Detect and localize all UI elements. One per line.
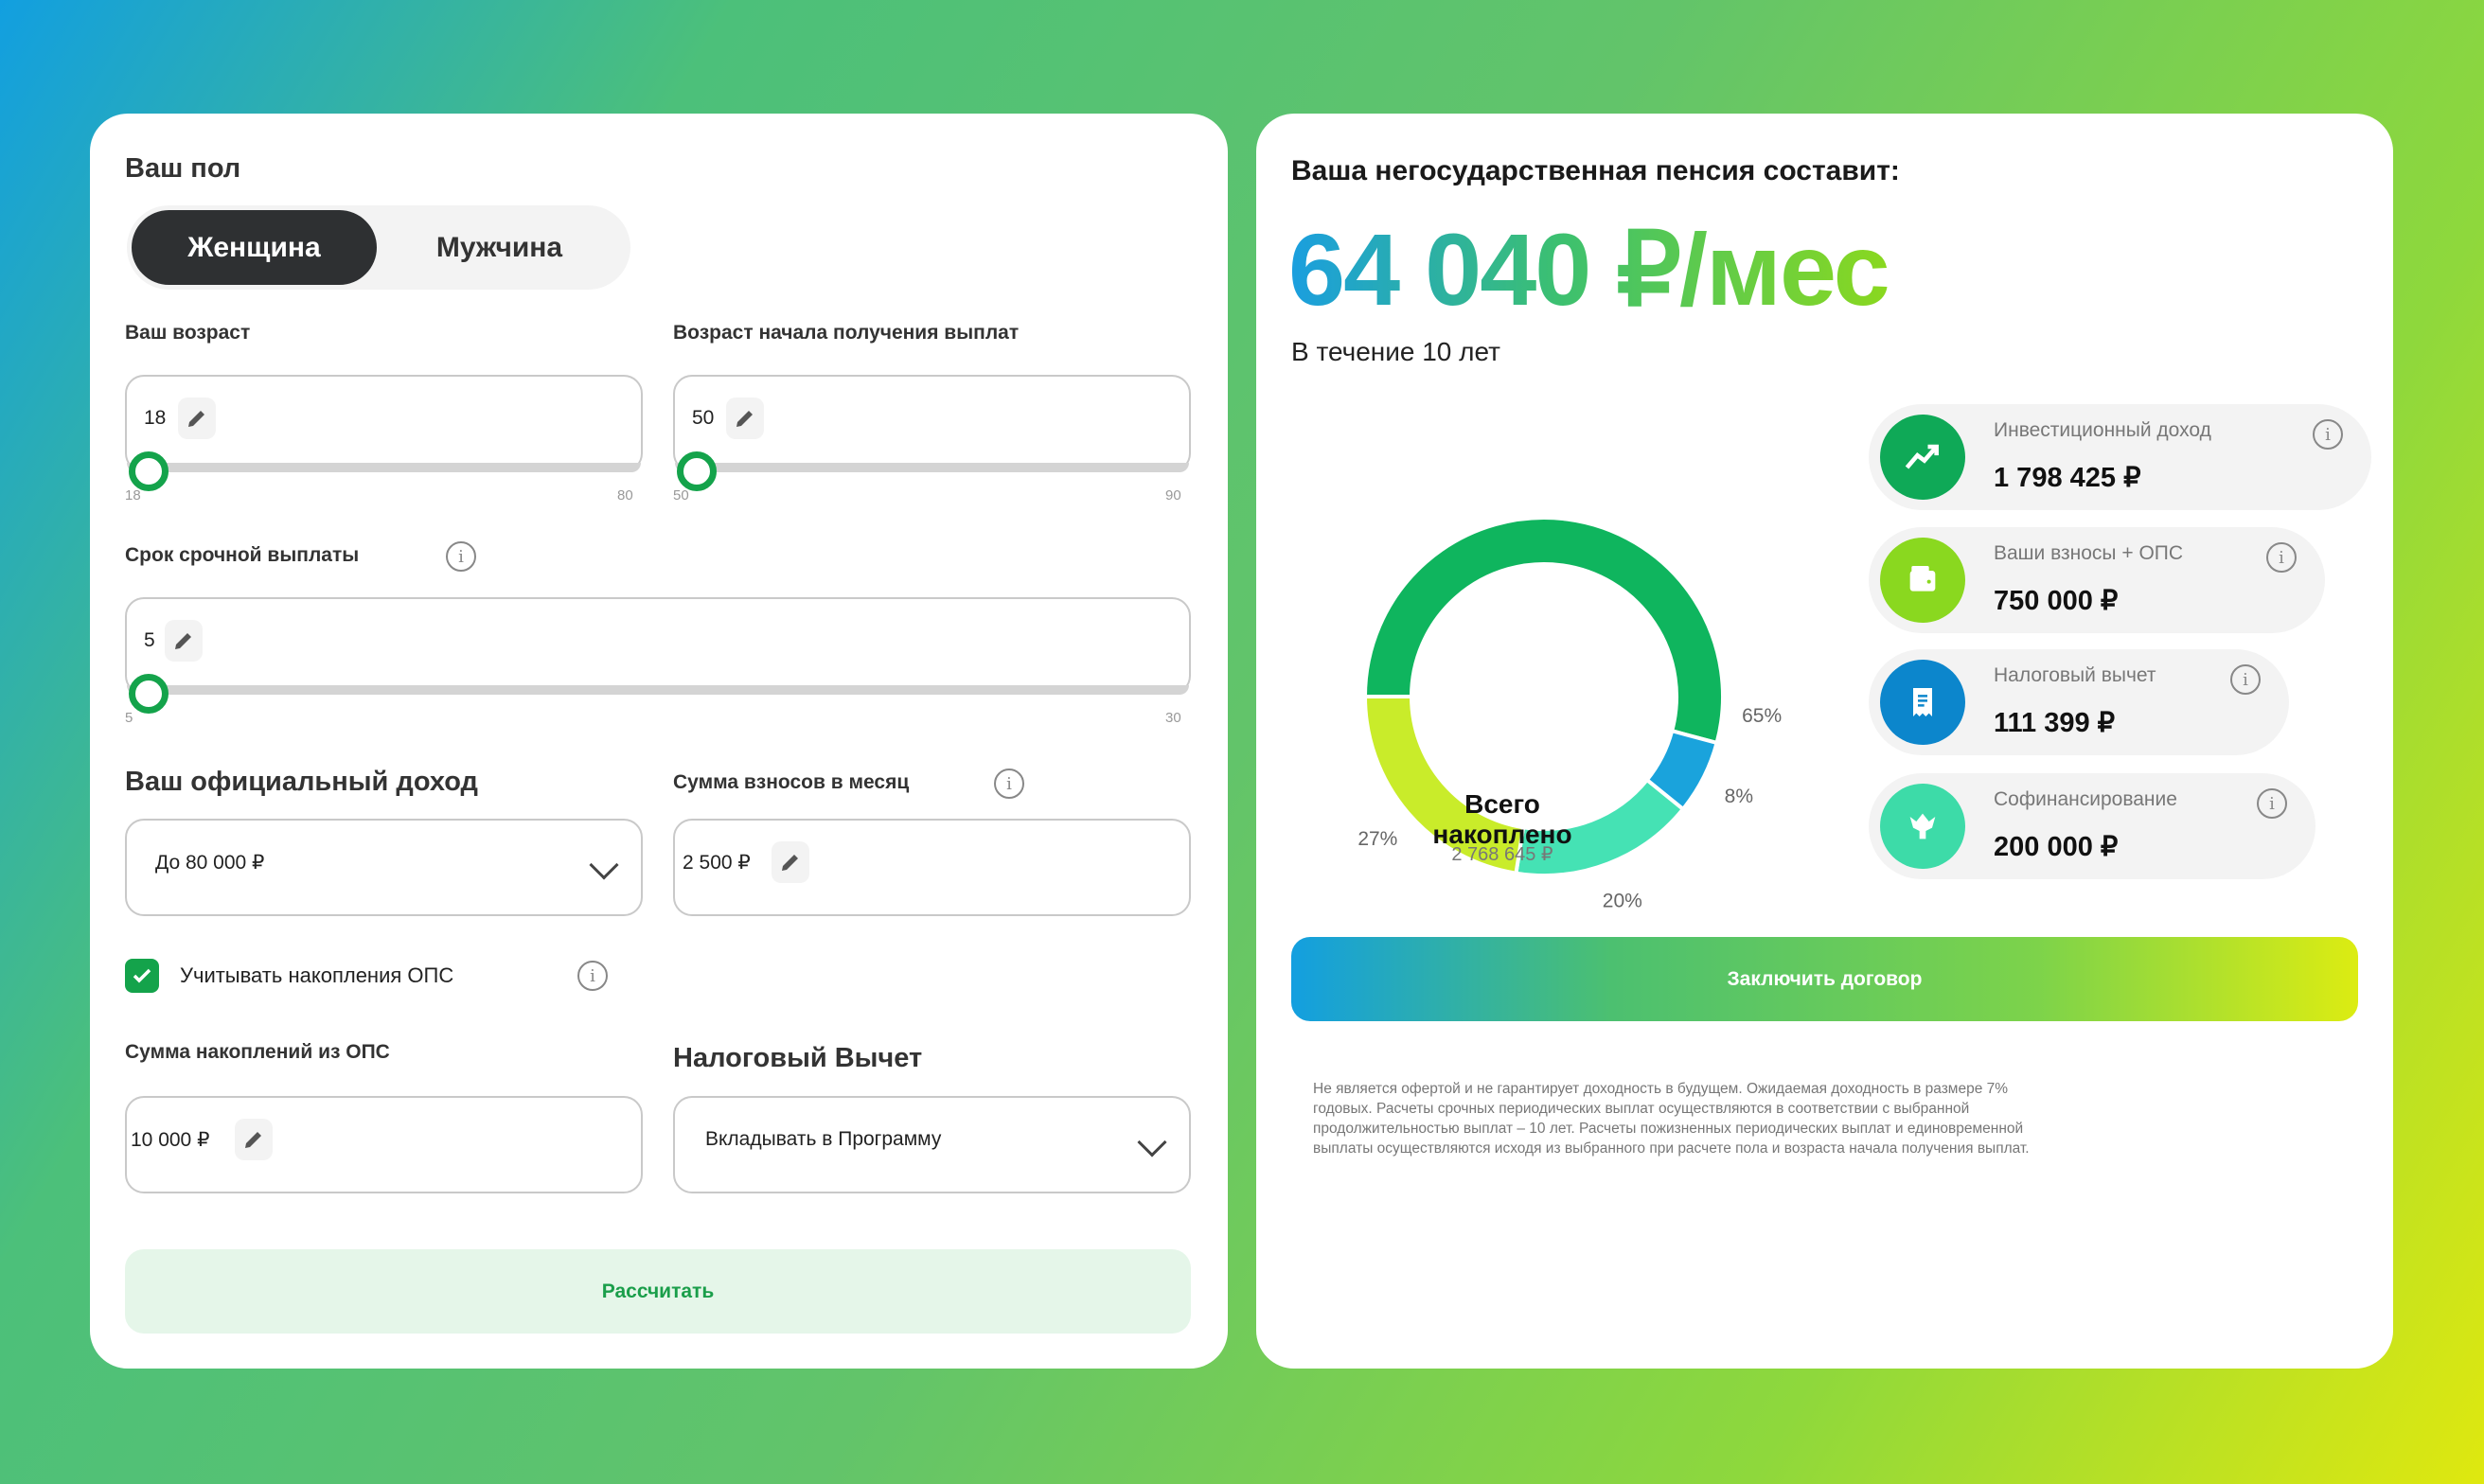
ops-sum-field[interactable]: 10 000 ₽ xyxy=(125,1096,643,1193)
age-slider-thumb[interactable] xyxy=(129,451,169,491)
emblem-icon xyxy=(1880,784,1965,869)
ops-sum-label: Сумма накоплений из ОПС xyxy=(125,1041,390,1063)
age-field[interactable]: 18 xyxy=(125,375,643,491)
donut-segment xyxy=(1362,516,1725,746)
gender-label: Ваш пол xyxy=(125,153,241,184)
result-panel: Ваша негосударственная пенсия составит: … xyxy=(1256,114,2393,1369)
stat-title: Софинансирование xyxy=(1994,788,2177,810)
payout-age-value: 50 xyxy=(692,407,715,429)
income-select[interactable]: До 80 000 ₽ xyxy=(125,819,643,916)
pencil-icon[interactable] xyxy=(726,398,764,439)
donut-chart: 65% 8% 20% 27% xyxy=(1357,516,1782,909)
pencil-icon[interactable] xyxy=(235,1119,273,1160)
age-label: Ваш возраст xyxy=(125,322,251,344)
monthly-value: 2 500 ₽ xyxy=(683,852,751,874)
age-min: 18 xyxy=(125,487,141,504)
gender-male-button[interactable]: Мужчина xyxy=(435,231,563,263)
stat-title: Инвестиционный доход xyxy=(1994,419,2211,441)
term-slider-thumb[interactable] xyxy=(129,674,169,714)
result-title: Ваша негосударственная пенсия составит: xyxy=(1291,155,1900,186)
ops-sum-value: 10 000 ₽ xyxy=(131,1129,210,1151)
payout-age-slider-track[interactable] xyxy=(675,463,1189,472)
stat-value: 750 000 ₽ xyxy=(1994,586,2119,616)
pension-amount: 64 040 ₽/мес xyxy=(1288,210,1890,329)
gender-toggle: Женщина Мужчина xyxy=(127,205,630,290)
income-label: Ваш официальный доход xyxy=(125,767,478,797)
income-value: До 80 000 ₽ xyxy=(155,852,265,874)
chevron-down-icon xyxy=(1137,1127,1167,1157)
stat-tax: Налоговый вычет 111 399 ₽ i xyxy=(1869,649,2289,755)
tax-label: Налоговый Вычет xyxy=(673,1043,923,1073)
info-icon[interactable]: i xyxy=(2230,664,2261,695)
info-icon[interactable]: i xyxy=(446,541,476,572)
term-label: Срок срочной выплаты xyxy=(125,544,360,566)
stat-cofin: Софинансирование 200 000 ₽ i xyxy=(1869,773,2315,879)
calculate-button[interactable]: Рассчитать xyxy=(125,1249,1191,1334)
wallet-icon xyxy=(1880,538,1965,623)
info-icon[interactable]: i xyxy=(2313,419,2343,450)
stat-value: 1 798 425 ₽ xyxy=(1994,463,2141,493)
stat-value: 200 000 ₽ xyxy=(1994,832,2119,862)
receipt-icon xyxy=(1880,660,1965,745)
term-field[interactable]: 5 xyxy=(125,597,1191,714)
trend-up-icon xyxy=(1880,415,1965,500)
payout-age-label: Возраст начала получения выплат xyxy=(673,322,1020,344)
donut-segment xyxy=(1362,695,1526,875)
age-value: 18 xyxy=(144,407,167,429)
donut-label: 8% xyxy=(1725,786,1753,807)
ops-checkbox-label: Учитывать накопления ОПС xyxy=(180,963,454,987)
donut-label: 20% xyxy=(1603,891,1642,909)
total-value: 2 768 645 ₽ xyxy=(1451,844,1553,865)
disclaimer: Не является офертой и не гарантирует дох… xyxy=(1313,1081,2030,1157)
monthly-label: Сумма взносов в месяц xyxy=(673,771,910,793)
age-max: 80 xyxy=(617,487,633,504)
donut-label: 27% xyxy=(1357,828,1397,850)
stat-value: 111 399 ₽ xyxy=(1994,708,2116,738)
chevron-down-icon xyxy=(589,850,619,880)
stat-contrib: Ваши взносы + ОПС 750 000 ₽ i xyxy=(1869,527,2325,633)
donut-label: 65% xyxy=(1742,705,1782,727)
contract-button[interactable]: Заключить договор xyxy=(1291,937,2358,1021)
calculator-form: Ваш пол Женщина Мужчина Ваш возраст 18 1… xyxy=(90,114,1228,1369)
payout-age-slider-thumb[interactable] xyxy=(677,451,717,491)
pencil-icon[interactable] xyxy=(772,841,809,883)
info-icon[interactable]: i xyxy=(577,961,608,991)
payout-age-min: 50 xyxy=(673,487,689,504)
info-icon[interactable]: i xyxy=(2257,788,2287,819)
monthly-field[interactable]: 2 500 ₽ xyxy=(673,819,1191,916)
tax-select[interactable]: Вкладывать в Программу xyxy=(673,1096,1191,1193)
stat-title: Ваши взносы + ОПС xyxy=(1994,542,2184,564)
term-min: 5 xyxy=(125,710,133,726)
stat-title: Налоговый вычет xyxy=(1994,664,2156,686)
tax-value: Вкладывать в Программу xyxy=(705,1128,942,1150)
duration: В течение 10 лет xyxy=(1291,337,1500,366)
term-max: 30 xyxy=(1165,710,1181,726)
pencil-icon[interactable] xyxy=(165,620,203,662)
check-icon xyxy=(133,968,151,983)
info-icon[interactable]: i xyxy=(2266,542,2297,573)
term-slider-track[interactable] xyxy=(127,685,1189,695)
payout-age-field[interactable]: 50 xyxy=(673,375,1191,491)
stat-invest: Инвестиционный доход 1 798 425 ₽ i xyxy=(1869,404,2371,510)
term-value: 5 xyxy=(144,629,155,651)
ops-checkbox[interactable] xyxy=(125,959,159,993)
pencil-icon[interactable] xyxy=(178,398,216,439)
info-icon[interactable]: i xyxy=(994,768,1024,799)
total-label: Всего накоплено xyxy=(1432,789,1572,849)
age-slider-track[interactable] xyxy=(127,463,641,472)
gender-female-button[interactable]: Женщина xyxy=(132,210,377,285)
payout-age-max: 90 xyxy=(1165,487,1181,504)
